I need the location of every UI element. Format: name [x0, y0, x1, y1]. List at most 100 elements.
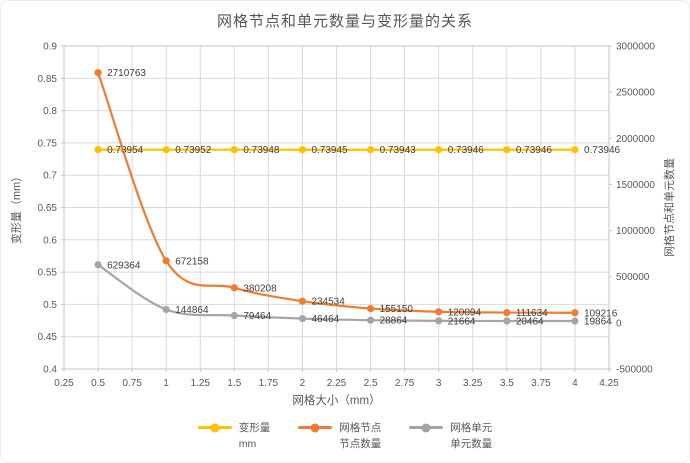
series-marker-2: [435, 317, 443, 325]
data-label-0: 0.73945: [311, 145, 348, 156]
data-label-2: 28864: [380, 316, 408, 327]
y-left-axis-title: 变形量（mm）: [9, 171, 23, 244]
y-left-tick-label: 0.4: [43, 365, 57, 376]
data-label-0: 0.73952: [175, 145, 212, 156]
series-marker-1: [366, 304, 375, 313]
x-tick-label: 1.5: [227, 378, 241, 389]
x-tick-label: 0.5: [91, 378, 105, 389]
series-marker-1: [94, 69, 102, 77]
legend-label-line2: mm: [238, 438, 257, 451]
series-marker-2: [503, 317, 511, 325]
series-marker-2: [230, 311, 238, 320]
legend-label-line2: 单元数量: [450, 438, 493, 451]
y-left-tick-label: 0.5: [43, 300, 57, 311]
series-marker-1: [230, 284, 238, 292]
series-marker-1: [571, 309, 579, 317]
y-right-tick-label: 1500000: [616, 180, 655, 191]
series-line-1: [96, 71, 577, 314]
y-right-tick-label: -500000: [616, 365, 653, 376]
data-label-2: 79464: [243, 311, 271, 322]
chart-legend: 变形量 mm 网格节点 节点数量 网格单元 单元数量: [1, 420, 689, 453]
legend-label-line2: 节点数量: [339, 438, 382, 451]
data-label-1: 109216: [584, 308, 618, 319]
series-marker-2: [94, 261, 102, 269]
data-label-0: 0.73948: [243, 145, 280, 156]
legend-line-marker-icon: [298, 423, 333, 432]
x-tick-label: 4.25: [599, 378, 619, 389]
series-marker-1: [503, 308, 511, 317]
y-left-tick-label: 0.8: [43, 106, 57, 117]
data-label-0: 0.73946: [584, 145, 621, 156]
y-right-tick-label: 3000000: [616, 42, 655, 53]
legend-line-marker-icon: [197, 423, 232, 432]
series-marker-1: [435, 308, 443, 316]
x-tick-label: 4: [572, 378, 578, 389]
x-tick-label: 1: [163, 378, 169, 389]
y-left-tick-label: 0.6: [43, 235, 57, 246]
x-tick-label: 2.75: [395, 378, 415, 389]
y-left-tick-label: 0.65: [38, 203, 58, 214]
y-right-tick-label: 1000000: [616, 226, 655, 237]
legend-item-deformation: 变形量 mm: [197, 420, 271, 453]
data-label-1: 155150: [380, 304, 414, 315]
x-tick-label: 2: [300, 378, 306, 389]
y-right-tick-label: 2500000: [616, 88, 655, 99]
legend-item-nodes: 网格节点 节点数量: [298, 420, 381, 453]
data-label-1: 672158: [175, 256, 209, 267]
data-label-1: 234534: [311, 297, 345, 308]
x-axis-title: 网格大小（mm）: [292, 393, 380, 407]
data-label-2: 46464: [311, 314, 339, 325]
x-tick-label: 3.25: [463, 378, 483, 389]
series-marker-0: [162, 146, 170, 154]
y-left-tick-label: 0.7: [43, 171, 57, 182]
series-marker-0: [503, 146, 511, 154]
legend-label-line1: 网格节点: [339, 422, 382, 434]
series-marker-1: [162, 257, 170, 265]
series-marker-0: [435, 146, 443, 154]
series-marker-0: [571, 146, 579, 154]
y-right-tick-label: 0: [616, 318, 622, 329]
legend-label-line1: 网格单元: [450, 422, 493, 434]
chart-title: 网格节点和单元数量与变形量的关系: [216, 13, 473, 30]
series-marker-0: [298, 146, 307, 154]
y-left-tick-label: 0.9: [43, 42, 57, 53]
y-right-axis-title: 网格节点和单元数量: [662, 158, 676, 257]
data-label-2: 21664: [448, 316, 476, 327]
x-tick-label: 0.25: [54, 378, 74, 389]
series-marker-2: [366, 316, 375, 324]
x-tick-label: 0.75: [122, 378, 142, 389]
y-right-tick-label: 2000000: [616, 134, 655, 145]
data-label-1: 111634: [516, 308, 548, 319]
chart-plot-area: 0.25 0.5 0.75 1 1.25 1.5 1.75 2 2.25 2.5 2.75 3 3.25…: [9, 42, 676, 408]
data-label-2: 20464: [516, 316, 544, 327]
x-tick-label: 1.75: [259, 378, 279, 389]
y-right-tick-label: 500000: [616, 272, 650, 283]
data-label-1: 120094: [448, 307, 482, 318]
x-tick-label: 1.25: [191, 378, 211, 389]
data-label-0: 0.73946: [516, 145, 553, 156]
x-tick-label: 3: [436, 378, 442, 389]
series-marker-0: [230, 146, 238, 154]
series-marker-0: [366, 146, 375, 154]
legend-item-elements: 网格单元 单元数量: [409, 420, 492, 453]
data-label-0: 0.73943: [380, 145, 417, 156]
y-left-tick-label: 0.45: [38, 332, 58, 343]
x-tick-label: 2.5: [364, 378, 378, 389]
y-left-tick-label: 0.85: [38, 74, 58, 85]
series-marker-2: [162, 305, 170, 314]
legend-line-marker-icon: [409, 423, 444, 432]
series-marker-1: [298, 297, 307, 305]
data-label-1: 380208: [243, 283, 277, 294]
series-marker-2: [571, 317, 579, 325]
data-label-1: 2710763: [107, 68, 146, 79]
x-tick-label: 3.75: [531, 378, 551, 389]
series-marker-2: [298, 314, 307, 323]
data-label-2: 144864: [175, 305, 209, 316]
x-tick-label: 2.25: [327, 378, 347, 389]
series-marker-0: [94, 146, 102, 154]
data-label-2: 629364: [107, 260, 141, 271]
data-label-0: 0.73954: [107, 145, 144, 156]
y-left-tick-label: 0.55: [38, 268, 58, 279]
legend-label-line1: 变形量: [238, 422, 271, 434]
